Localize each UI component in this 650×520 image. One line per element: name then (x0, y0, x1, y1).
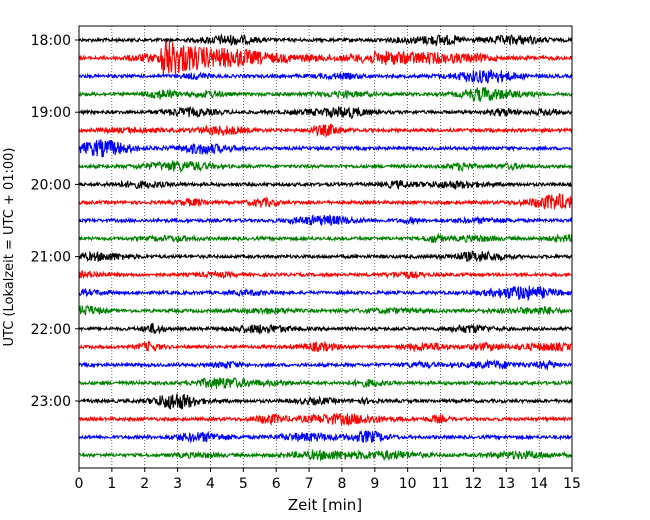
trace-line (79, 33, 572, 47)
x-tick-label: 2 (140, 476, 149, 492)
x-tick-label: 3 (173, 476, 182, 492)
x-tick-label: 5 (239, 476, 248, 492)
x-tick-label: 0 (75, 476, 84, 492)
y-axis-label: UTC (Lokalzeit = UTC + 01:00) (2, 148, 17, 347)
trace-line (79, 304, 572, 316)
x-tick-label: 7 (305, 476, 314, 492)
x-tick-label: 9 (370, 476, 379, 492)
trace-line (79, 192, 572, 210)
plot-frame (78, 25, 573, 469)
trace-line (79, 123, 572, 139)
trace-line (79, 40, 572, 75)
trace-line (79, 250, 572, 263)
trace-line (79, 139, 572, 158)
trace-line (79, 429, 572, 444)
trace-line (79, 87, 572, 102)
x-axis-ticks: 0 1 2 3 4 5 6 7 8 9 10 11 12 13 14 15 (75, 468, 581, 492)
x-tick-label: 15 (563, 476, 581, 492)
y-tick-label: 21:00 (31, 250, 71, 266)
x-tick-label: 11 (432, 476, 450, 492)
trace-line (79, 179, 572, 191)
trace-line (79, 323, 572, 335)
trace-line (79, 358, 572, 372)
trace-line (79, 412, 572, 427)
y-tick-label: 22:00 (31, 322, 71, 338)
x-tick-label: 10 (399, 476, 417, 492)
y-axis-ticks: 18:00 19:00 20:00 21:00 22:00 23:00 (31, 33, 79, 410)
x-tick-label: 1 (107, 476, 116, 492)
y-tick-label: 19:00 (31, 105, 71, 121)
seismic-traces (79, 33, 572, 462)
x-tick-label: 8 (337, 476, 346, 492)
trace-line (79, 285, 572, 302)
x-tick-label: 12 (464, 476, 482, 492)
trace-line (79, 269, 572, 280)
trace-line (79, 376, 572, 390)
y-tick-label: 20:00 (31, 177, 71, 193)
trace-line (79, 214, 572, 226)
y-tick-label: 18:00 (31, 33, 71, 49)
x-tick-label: 4 (206, 476, 215, 492)
x-tick-label: 13 (497, 476, 515, 492)
trace-line (79, 105, 572, 120)
y-tick-label: 23:00 (31, 394, 71, 410)
trace-line (79, 393, 572, 410)
x-tick-label: 6 (272, 476, 281, 492)
x-axis-label: Zeit [min] (288, 496, 362, 514)
x-tick-label: 14 (530, 476, 548, 492)
trace-line (79, 68, 572, 84)
trace-line (79, 232, 572, 244)
trace-line (79, 340, 572, 353)
trace-line (79, 448, 572, 462)
trace-line (79, 159, 572, 174)
